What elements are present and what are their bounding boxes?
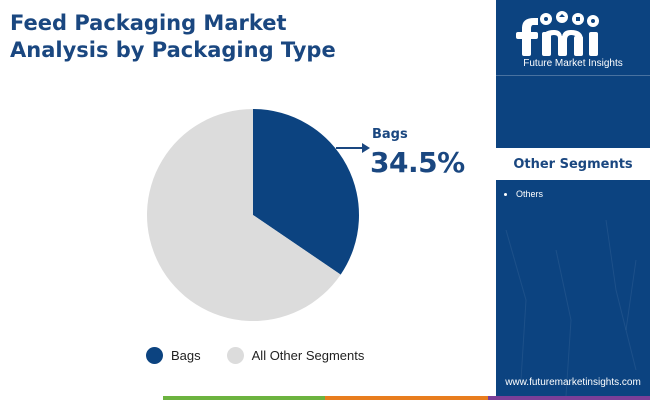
chart-title: Feed Packaging Market Analysis by Packag… [10, 10, 480, 64]
callout-value: 34.5% [370, 146, 465, 179]
other-segments-heading: Other Segments [513, 156, 633, 172]
sidebar: Future Market Insights Other Segments Ot… [496, 0, 650, 396]
brand-caption: Future Market Insights [523, 58, 623, 69]
bottom-color-bar [0, 396, 650, 400]
other-segments-list: Others [504, 189, 543, 199]
legend-swatch-other [226, 347, 244, 364]
bottom-bar-segment [0, 396, 163, 400]
bottom-bar-segment [162, 396, 325, 400]
list-item-label: Others [516, 189, 544, 199]
callout-label: Bags [372, 127, 408, 142]
legend-swatch-bags [146, 347, 163, 364]
legend-label-other: All Other Segments [251, 348, 365, 363]
chart-title-line-2: Analysis by Packaging Type [10, 38, 336, 62]
website-link[interactable]: www.futuremarketinsights.com [505, 377, 641, 388]
legend-item-other: All Other Segments [226, 347, 365, 364]
legend-item-bags: Bags [146, 347, 201, 364]
bottom-bar-segment [487, 396, 650, 400]
callout-arrow [336, 143, 370, 153]
bottom-bar-segment [325, 396, 488, 400]
pie-slices [146, 109, 359, 321]
legend-label-bags: Bags [171, 348, 201, 363]
sidebar-divider [496, 75, 650, 76]
pie-slice-bags [253, 109, 359, 275]
other-segments-box: Other Segments [496, 148, 650, 180]
chart-title-line-1: Feed Packaging Market [10, 11, 287, 35]
bullet-icon [504, 192, 507, 196]
sidebar-texture [505, 219, 637, 396]
list-item: Others [504, 189, 543, 199]
pie-slice-all-other-segments [146, 109, 341, 321]
chart-legend: Bags All Other Segments [146, 347, 390, 364]
fmi-logo [516, 11, 599, 56]
pie-chart [146, 109, 370, 321]
